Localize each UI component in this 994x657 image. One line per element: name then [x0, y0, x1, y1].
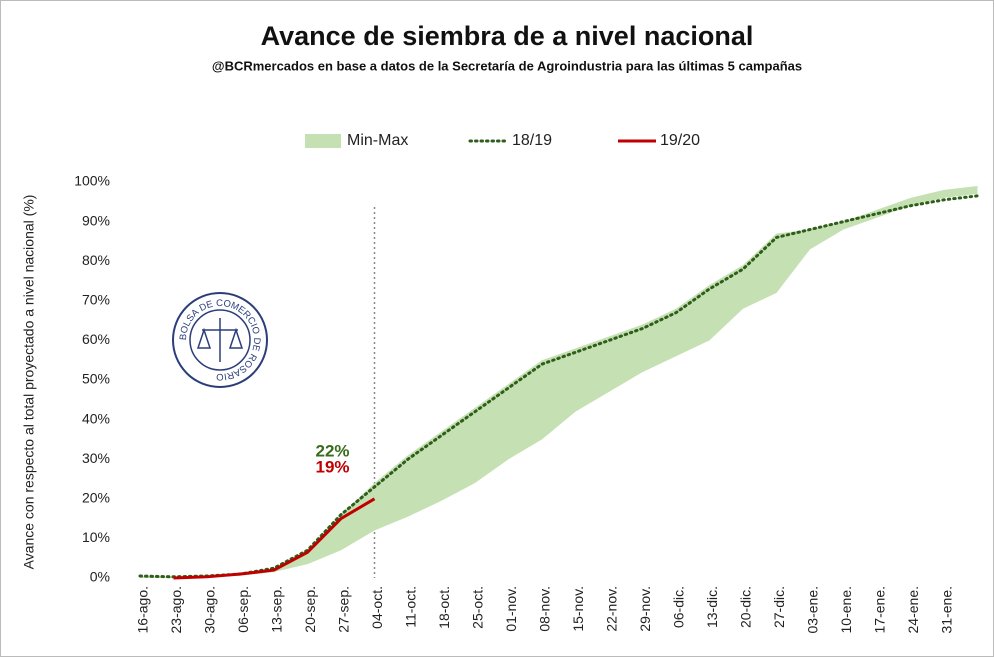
x-tick-label: 11-oct. — [403, 586, 419, 628]
x-tick-label: 13-sep. — [269, 586, 285, 633]
line-dotted — [138, 194, 979, 579]
x-tick-label: 18-oct. — [436, 586, 452, 629]
y-tick-label: 80% — [82, 252, 110, 268]
x-tick-label: 10-ene. — [838, 586, 854, 633]
y-tick-label: 20% — [82, 490, 110, 506]
x-tick-label: 16-ago. — [135, 586, 151, 633]
x-tick-label: 15-nov. — [570, 586, 586, 632]
y-tick-label: 40% — [82, 410, 110, 426]
y-tick-label: 100% — [74, 173, 110, 189]
x-tick-label: 08-nov. — [537, 586, 553, 632]
x-tick-label: 27-dic. — [771, 586, 787, 628]
x-tick-label: 17-ene. — [872, 586, 888, 633]
legend-swatch — [305, 134, 341, 148]
x-tick-label: 31-ene. — [939, 586, 955, 633]
x-tick-label: 06-dic. — [671, 586, 687, 628]
logo-ring — [172, 292, 268, 388]
y-tick-label: 0% — [90, 569, 110, 585]
chart-title: Avance de siembra de a nivel nacional — [261, 21, 754, 51]
y-axis-label: Avance con respecto al total proyectado … — [21, 195, 37, 570]
x-tick-label: 27-sep. — [336, 586, 352, 633]
x-tick-label: 01-nov. — [503, 586, 519, 632]
band-area — [140, 185, 978, 578]
logo: BOLSA DE COMERCIO DE ROSARIO — [172, 292, 268, 388]
y-tick-label: 70% — [82, 292, 110, 308]
x-tick-label: 24-ene. — [905, 586, 921, 633]
annotation: 22% — [315, 441, 349, 460]
x-tick-label: 25-oct. — [470, 586, 486, 629]
line-solid — [173, 497, 376, 580]
x-tick-label: 04-oct. — [369, 586, 385, 629]
x-tick-label: 20-dic. — [738, 586, 754, 628]
x-tick-label: 06-sep. — [235, 586, 251, 633]
y-tick-label: 10% — [82, 529, 110, 545]
y-tick-label: 90% — [82, 212, 110, 228]
y-tick-label: 30% — [82, 450, 110, 466]
annotation: 19% — [315, 457, 349, 476]
chart-subtitle: @BCRmercados en base a datos de la Secre… — [212, 58, 802, 73]
legend-label: Min-Max — [347, 132, 408, 149]
legend-label: 18/19 — [512, 132, 552, 149]
y-tick-label: 60% — [82, 331, 110, 347]
y-tick-label: 50% — [82, 371, 110, 387]
legend-label: 19/20 — [660, 132, 700, 149]
x-tick-label: 03-ene. — [805, 586, 821, 633]
x-tick-label: 13-dic. — [704, 586, 720, 628]
logo-scales — [196, 318, 244, 362]
x-tick-label: 29-nov. — [637, 586, 653, 632]
logo-ring — [189, 309, 251, 371]
x-tick-label: 23-ago. — [168, 586, 184, 633]
x-tick-label: 30-ago. — [202, 586, 218, 633]
x-tick-label: 20-sep. — [302, 586, 318, 633]
x-tick-label: 22-nov. — [604, 586, 620, 632]
